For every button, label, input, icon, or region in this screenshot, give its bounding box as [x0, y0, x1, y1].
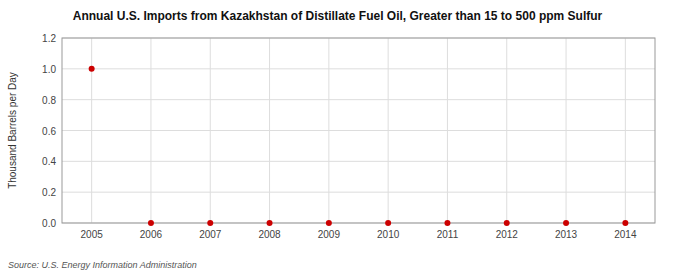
grid-line	[91, 38, 92, 223]
point	[326, 220, 332, 226]
y-tick-label: 1.0	[42, 64, 56, 75]
x-tick-label: 2009	[318, 229, 341, 240]
grid-line	[506, 38, 507, 223]
point	[622, 220, 628, 226]
grid-line	[269, 38, 270, 223]
grid-line	[625, 38, 626, 223]
grid-line	[447, 38, 448, 223]
point	[444, 220, 450, 226]
plot-frame	[62, 38, 655, 223]
x-tick-label: 2011	[437, 229, 459, 240]
y-tick-label: 0.2	[42, 187, 56, 198]
grid-line	[566, 38, 567, 223]
x-tick-label: 2010	[377, 229, 400, 240]
point	[148, 220, 154, 226]
chart: 0.0 0.2 0.4 0.6 0.8 1.0 1.2 2005 2006 2007 2008 200…	[0, 0, 675, 275]
point	[385, 220, 391, 226]
point	[267, 220, 273, 226]
grid-line	[328, 38, 329, 223]
title: Annual U.S. Imports from Kazakhstan of D…	[73, 9, 603, 23]
point	[89, 66, 95, 72]
axes: 0.0 0.2 0.4 0.6 0.8 1.0 1.2 2005 2006 2007 2008 200…	[42, 33, 655, 240]
y-tick-label: 0.6	[42, 126, 56, 137]
y-tick-label: 0.4	[42, 156, 56, 167]
point	[563, 220, 569, 226]
data-points	[89, 66, 629, 226]
y-tick-label: 0.0	[42, 218, 56, 229]
x-tick-label: 2005	[81, 229, 104, 240]
point	[207, 220, 213, 226]
x-tick-label: 2008	[258, 229, 281, 240]
grid	[62, 38, 655, 223]
y-tick-label: 0.8	[42, 95, 56, 106]
x-tick-label: 2012	[496, 229, 519, 240]
y-tick-label: 1.2	[42, 33, 56, 44]
x-tick-label: 2006	[140, 229, 163, 240]
x-tick-label: 2013	[555, 229, 578, 240]
y-axis-label: Thousand Barrels per Day	[7, 72, 18, 189]
grid-line	[150, 38, 151, 223]
point	[504, 220, 510, 226]
x-tick-label: 2007	[199, 229, 222, 240]
grid-line	[388, 38, 389, 223]
x-tick-label: 2014	[614, 229, 637, 240]
grid-line	[210, 38, 211, 223]
source-note: Source: U.S. Energy Information Administ…	[8, 260, 197, 270]
